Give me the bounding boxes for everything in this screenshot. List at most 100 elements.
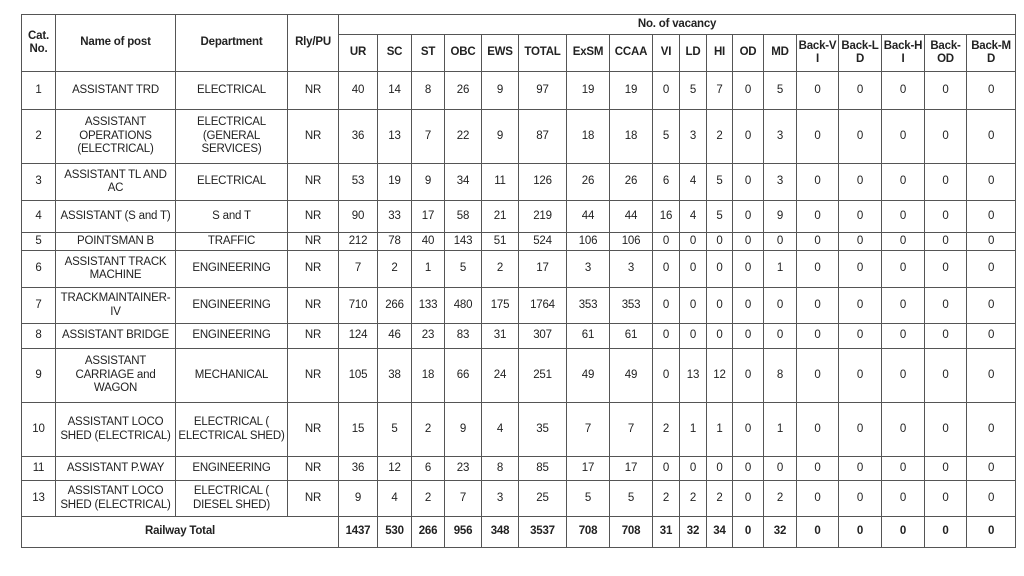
vacancy-cell-st: 18 (411, 348, 445, 403)
vacancy-cell-vi: 6 (652, 163, 680, 201)
vacancy-cell-od: 0 (732, 200, 764, 233)
vacancy-cell-vi: 0 (652, 323, 680, 349)
vacancy-cell-ccaa: 3 (609, 250, 653, 288)
vacancy-cell-ur: 9 (338, 480, 378, 517)
vacancy-cell-ur: 105 (338, 348, 378, 403)
vacancy-cell-od: 0 (732, 402, 764, 457)
post-name-cell: ASSISTANT CARRIAGE and WAGON (55, 348, 176, 403)
rly-pu-cell: NR (287, 163, 339, 201)
vacancy-cell-hi: 0 (706, 456, 733, 481)
vacancy-cell-vi: 0 (652, 456, 680, 481)
vacancy-cell-back-od: 0 (924, 163, 967, 201)
vacancy-cell-od: 0 (732, 232, 764, 251)
vacancy-cell-exsm: 19 (566, 71, 610, 110)
vacancy-cell-back-od: 0 (924, 232, 967, 251)
vacancy-cell-ews: 51 (481, 232, 519, 251)
vacancy-cell-ur: 90 (338, 200, 378, 233)
total-cell-back-hi: 0 (881, 516, 925, 548)
vacancy-cell-back-ld: 0 (838, 250, 882, 288)
header-back-md: Back-MD (965, 34, 1017, 72)
vacancy-cell-ews: 21 (481, 200, 519, 233)
rly-pu-cell: NR (287, 287, 339, 324)
vacancy-cell-ld: 1 (679, 402, 707, 457)
vacancy-cell-back-hi: 0 (881, 71, 925, 110)
total-cell-back-vi: 0 (796, 516, 839, 548)
vacancy-cell-back-od: 0 (924, 402, 967, 457)
header-sc: SC (377, 34, 412, 72)
vacancy-cell-back-vi: 0 (796, 348, 839, 403)
header-exsm: ExSM (566, 34, 610, 72)
vacancy-cell-vi: 5 (652, 109, 680, 164)
vacancy-cell-back-hi: 0 (881, 163, 925, 201)
vacancy-cell-od: 0 (732, 163, 764, 201)
vacancy-cell-back-ld: 0 (838, 348, 882, 403)
vacancy-cell-obc: 7 (444, 480, 482, 517)
vacancy-cell-obc: 480 (444, 287, 482, 324)
total-cell-vi: 31 (652, 516, 680, 548)
vacancy-cell-od: 0 (732, 287, 764, 324)
total-row: Railway Total 1437 530 266 956 348 3537 708 708 3… (21, 516, 1017, 548)
vacancy-cell-total: 85 (518, 456, 567, 481)
total-cell-sc: 530 (377, 516, 412, 548)
vacancy-cell-back-md: 0 (965, 348, 1017, 403)
vacancy-cell-obc: 34 (444, 163, 482, 201)
header-row-1: Cat. No. Name of post Department Rly/PU … (21, 14, 1017, 72)
post-name-cell: ASSISTANT OPERATIONS (ELECTRICAL) (55, 109, 176, 164)
vacancy-cell-ur: 710 (338, 287, 378, 324)
vacancy-cell-md: 0 (763, 287, 797, 324)
header-back-hi: Back-HI (881, 34, 925, 72)
vacancy-cell-back-vi: 0 (796, 200, 839, 233)
vacancy-cell-ccaa: 26 (609, 163, 653, 201)
vacancy-cell-ews: 3 (481, 480, 519, 517)
cat-no-cell: 4 (21, 200, 56, 233)
vacancy-cell-back-vi: 0 (796, 323, 839, 349)
vacancy-cell-back-hi: 0 (881, 348, 925, 403)
vacancy-cell-total: 251 (518, 348, 567, 403)
vacancy-cell-ur: 7 (338, 250, 378, 288)
vacancy-cell-ld: 5 (679, 71, 707, 110)
post-name-cell: ASSISTANT P.WAY (55, 456, 176, 481)
vacancy-cell-md: 0 (763, 232, 797, 251)
total-cell-back-od: 0 (924, 516, 967, 548)
table-row: 2 ASSISTANT OPERATIONS (ELECTRICAL) ELECTR… (21, 109, 1017, 164)
vacancy-cell-back-vi: 0 (796, 402, 839, 457)
vacancy-cell-back-hi: 0 (881, 232, 925, 251)
vacancy-cell-obc: 9 (444, 402, 482, 457)
vacancy-cell-md: 0 (763, 456, 797, 481)
vacancy-cell-ccaa: 44 (609, 200, 653, 233)
department-cell: ELECTRICAL (175, 71, 288, 110)
rly-pu-cell: NR (287, 456, 339, 481)
header-hi: HI (706, 34, 733, 72)
post-name-cell: ASSISTANT TL AND AC (55, 163, 176, 201)
header-ccaa: CCAA (609, 34, 653, 72)
rly-pu-cell: NR (287, 480, 339, 517)
vacancy-cell-ccaa: 17 (609, 456, 653, 481)
vacancy-cell-total: 97 (518, 71, 567, 110)
vacancy-cell-obc: 26 (444, 71, 482, 110)
vacancy-cell-hi: 2 (706, 109, 733, 164)
vacancy-cell-exsm: 7 (566, 402, 610, 457)
vacancy-cell-exsm: 353 (566, 287, 610, 324)
vacancy-cell-hi: 5 (706, 163, 733, 201)
vacancy-cell-back-ld: 0 (838, 109, 882, 164)
cat-no-cell: 8 (21, 323, 56, 349)
vacancy-cell-back-ld: 0 (838, 323, 882, 349)
vacancy-cell-ccaa: 106 (609, 232, 653, 251)
department-cell: ELECTRICAL (175, 163, 288, 201)
vacancy-cell-back-hi: 0 (881, 287, 925, 324)
department-cell: ELECTRICAL ( DIESEL SHED) (175, 480, 288, 517)
vacancy-cell-ld: 0 (679, 232, 707, 251)
vacancy-cell-vi: 0 (652, 348, 680, 403)
vacancy-cell-sc: 78 (377, 232, 412, 251)
rly-pu-cell: NR (287, 200, 339, 233)
vacancy-cell-exsm: 17 (566, 456, 610, 481)
vacancy-cell-back-vi: 0 (796, 109, 839, 164)
vacancy-cell-obc: 83 (444, 323, 482, 349)
vacancy-cell-ews: 11 (481, 163, 519, 201)
table-row: 5 POINTSMAN B TRAFFIC NR 212 78 40 143 51 524 106 1… (21, 232, 1017, 251)
vacancy-cell-md: 8 (763, 348, 797, 403)
vacancy-cell-hi: 0 (706, 232, 733, 251)
department-cell: ELECTRICAL ( ELECTRICAL SHED) (175, 402, 288, 457)
vacancy-cell-ur: 15 (338, 402, 378, 457)
vacancy-cell-md: 2 (763, 480, 797, 517)
